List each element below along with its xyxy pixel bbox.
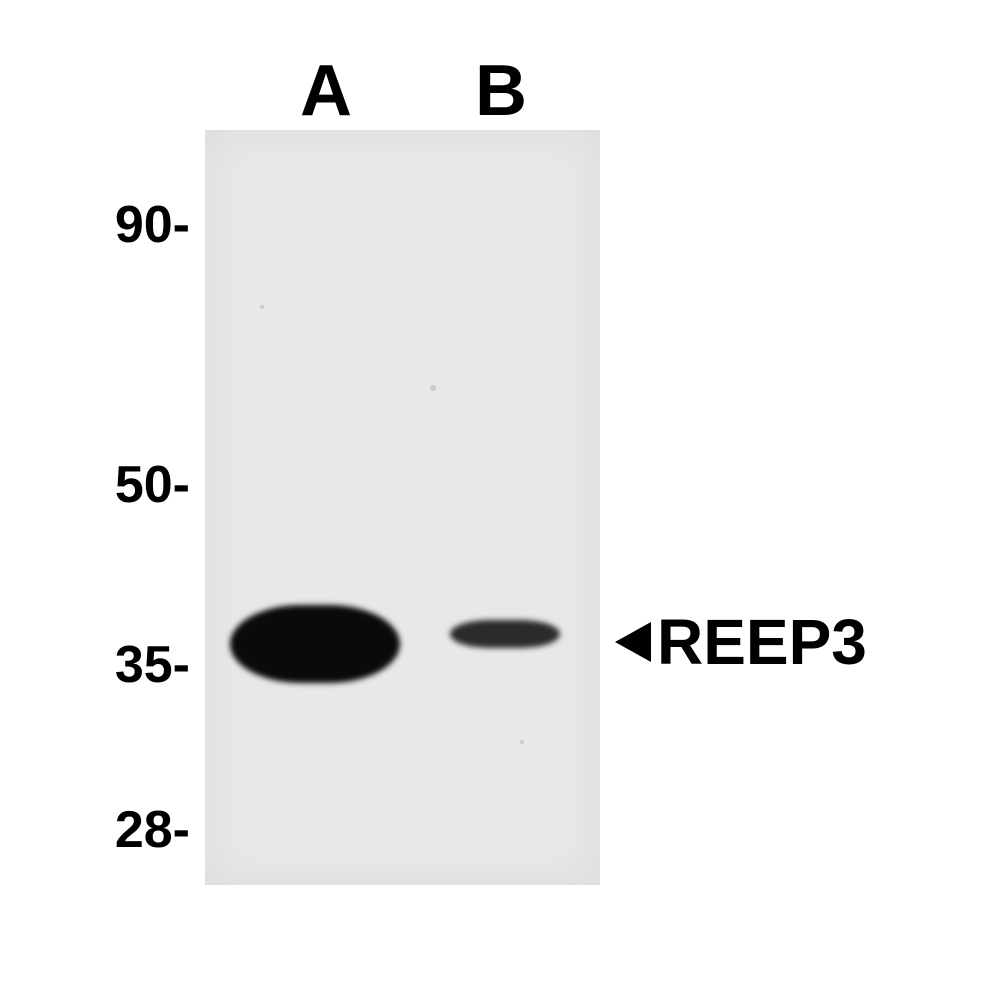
lane-label-a: A [300,50,352,132]
lane-label-b: B [475,50,527,132]
mw-marker-50: 50- [70,455,190,515]
arrow-left-icon [615,622,651,662]
mw-marker-90: 90- [70,195,190,255]
band-lane-a [230,605,400,683]
mw-marker-35: 35- [70,635,190,695]
protein-label: REEP3 [615,605,867,679]
speck [520,740,524,744]
protein-name: REEP3 [657,605,867,679]
mw-marker-28: 28- [70,800,190,860]
band-lane-b [450,620,560,648]
blot-canvas: A B 90- 50- 35- 28- REEP3 [0,0,1000,1000]
speck [430,385,436,391]
speck [260,305,264,309]
membrane [205,130,600,885]
